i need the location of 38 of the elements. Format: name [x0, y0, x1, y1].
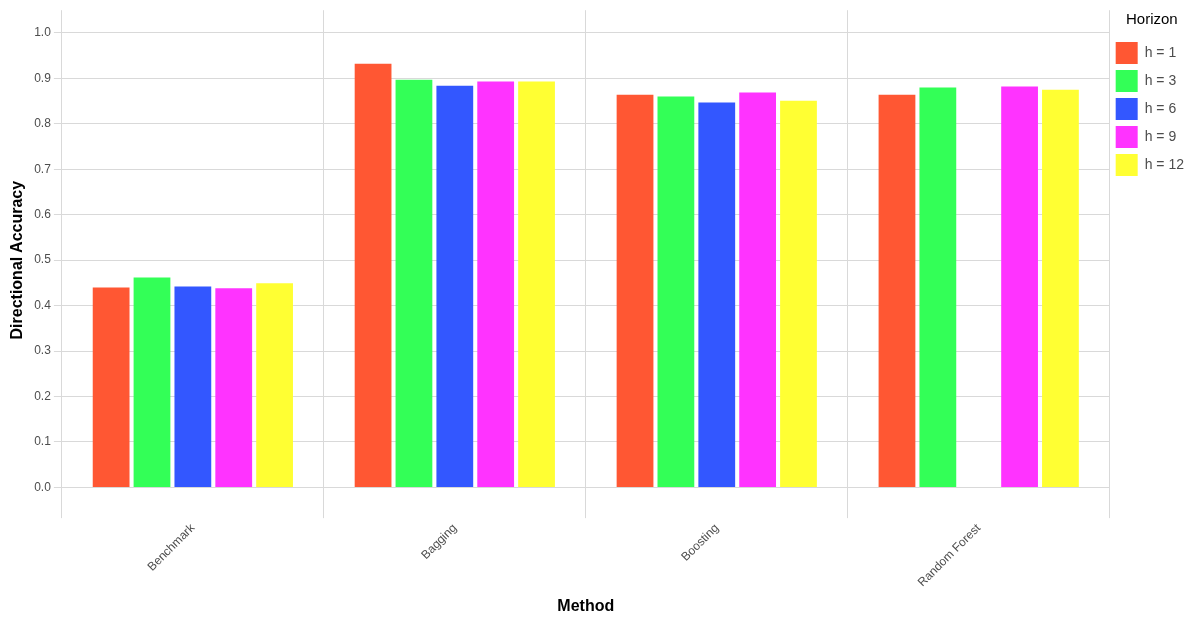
legend-label: h = 3 [1144, 71, 1177, 88]
x-axis-title: Method [557, 596, 615, 614]
bar [878, 94, 916, 487]
bar [739, 92, 777, 487]
y-tick-label: 0.6 [34, 207, 52, 222]
bar [518, 81, 555, 487]
legend-label: h = 1 [1144, 43, 1177, 60]
bar [698, 102, 736, 487]
bar [395, 79, 433, 487]
bar [919, 87, 957, 487]
bar [256, 283, 293, 487]
bar [436, 85, 474, 487]
legend-label: h = 9 [1144, 127, 1177, 144]
y-tick-label: 0.0 [34, 479, 52, 494]
legend-label: h = 6 [1144, 99, 1177, 116]
bar [92, 287, 130, 487]
legend-title: Horizon [1126, 9, 1178, 27]
bar [477, 81, 515, 487]
legend-label: h = 12 [1144, 155, 1185, 172]
bar [780, 100, 817, 487]
y-tick-label: 0.9 [34, 70, 52, 85]
bar [657, 96, 695, 487]
bar [354, 63, 392, 487]
bar [133, 277, 171, 487]
bar [174, 286, 212, 487]
bar [215, 288, 253, 487]
y-axis-title: Directional Accuracy [8, 180, 26, 340]
y-tick-label: 0.4 [34, 297, 52, 312]
y-tick-label: 0.5 [34, 252, 52, 267]
y-tick-label: 0.2 [34, 388, 52, 403]
bar [616, 94, 654, 487]
y-tick-label: 0.1 [34, 434, 52, 449]
y-tick-label: 0.7 [34, 161, 52, 176]
y-tick-label: 1.0 [34, 25, 52, 40]
bar [1042, 89, 1079, 487]
y-tick-label: 0.3 [34, 343, 52, 358]
y-tick-label: 0.8 [34, 116, 52, 131]
bar [1001, 86, 1038, 487]
